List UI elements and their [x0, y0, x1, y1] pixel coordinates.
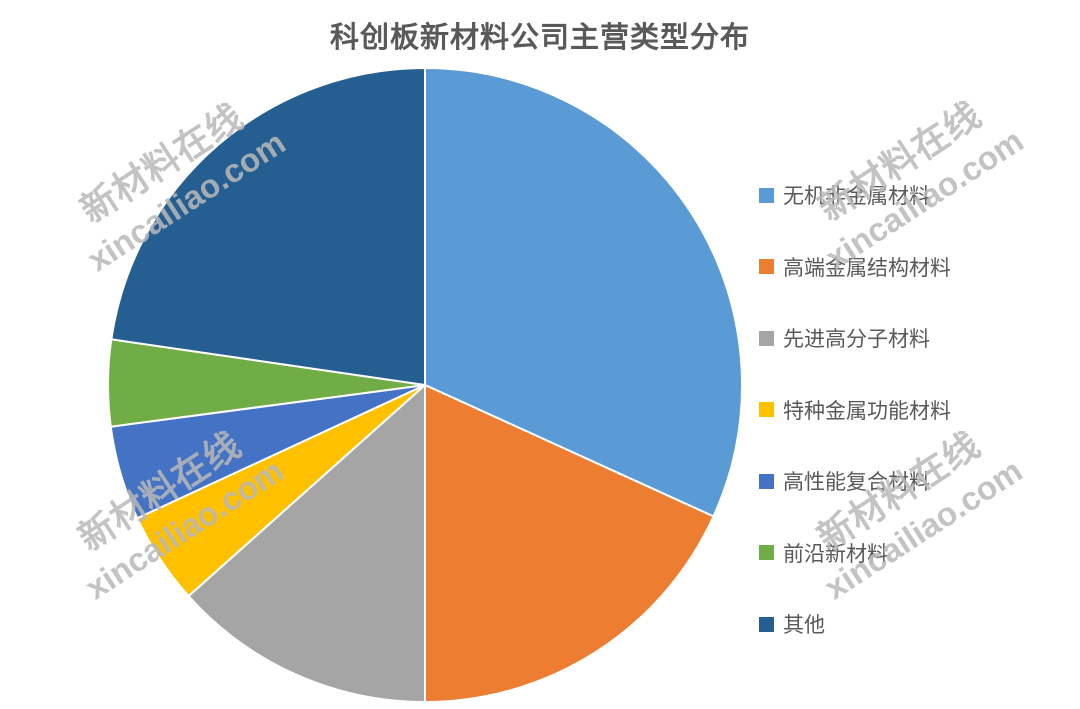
pie-slice-7	[110, 67, 426, 386]
legend-swatch-icon	[759, 545, 774, 560]
pie-slice-2	[424, 384, 715, 703]
chart-title: 科创板新材料公司主营类型分布	[329, 22, 750, 54]
pie-slice-1	[424, 67, 744, 518]
legend-label: 其他	[783, 614, 825, 637]
legend-swatch-icon	[759, 330, 774, 346]
legend-item-2: 高端金属结构材料	[759, 254, 951, 280]
legend-label: 特种金属功能材料	[783, 399, 951, 423]
legend-item-7: 其他	[759, 611, 825, 637]
legend-swatch-icon	[759, 402, 774, 417]
legend-swatch-icon	[759, 473, 774, 489]
legend-swatch-icon	[759, 259, 774, 274]
legend-item-3: 先进高分子材料	[759, 325, 930, 351]
legend-label: 高性能复合材料	[783, 471, 930, 494]
legend-item-5: 高性能复合材料	[759, 468, 930, 494]
legend-label: 前沿新材料	[783, 542, 888, 566]
legend-item-4: 特种金属功能材料	[759, 397, 951, 423]
legend-item-1: 无机非金属材料	[759, 182, 930, 208]
legend-item-6: 前沿新材料	[759, 540, 888, 566]
legend-swatch-icon	[759, 616, 774, 632]
legend-label: 先进高分子材料	[783, 328, 930, 351]
pie-slice-3	[187, 384, 426, 703]
legend-swatch-icon	[759, 187, 774, 203]
legend-label: 高端金属结构材料	[783, 256, 951, 280]
legend-label: 无机非金属材料	[783, 185, 930, 208]
